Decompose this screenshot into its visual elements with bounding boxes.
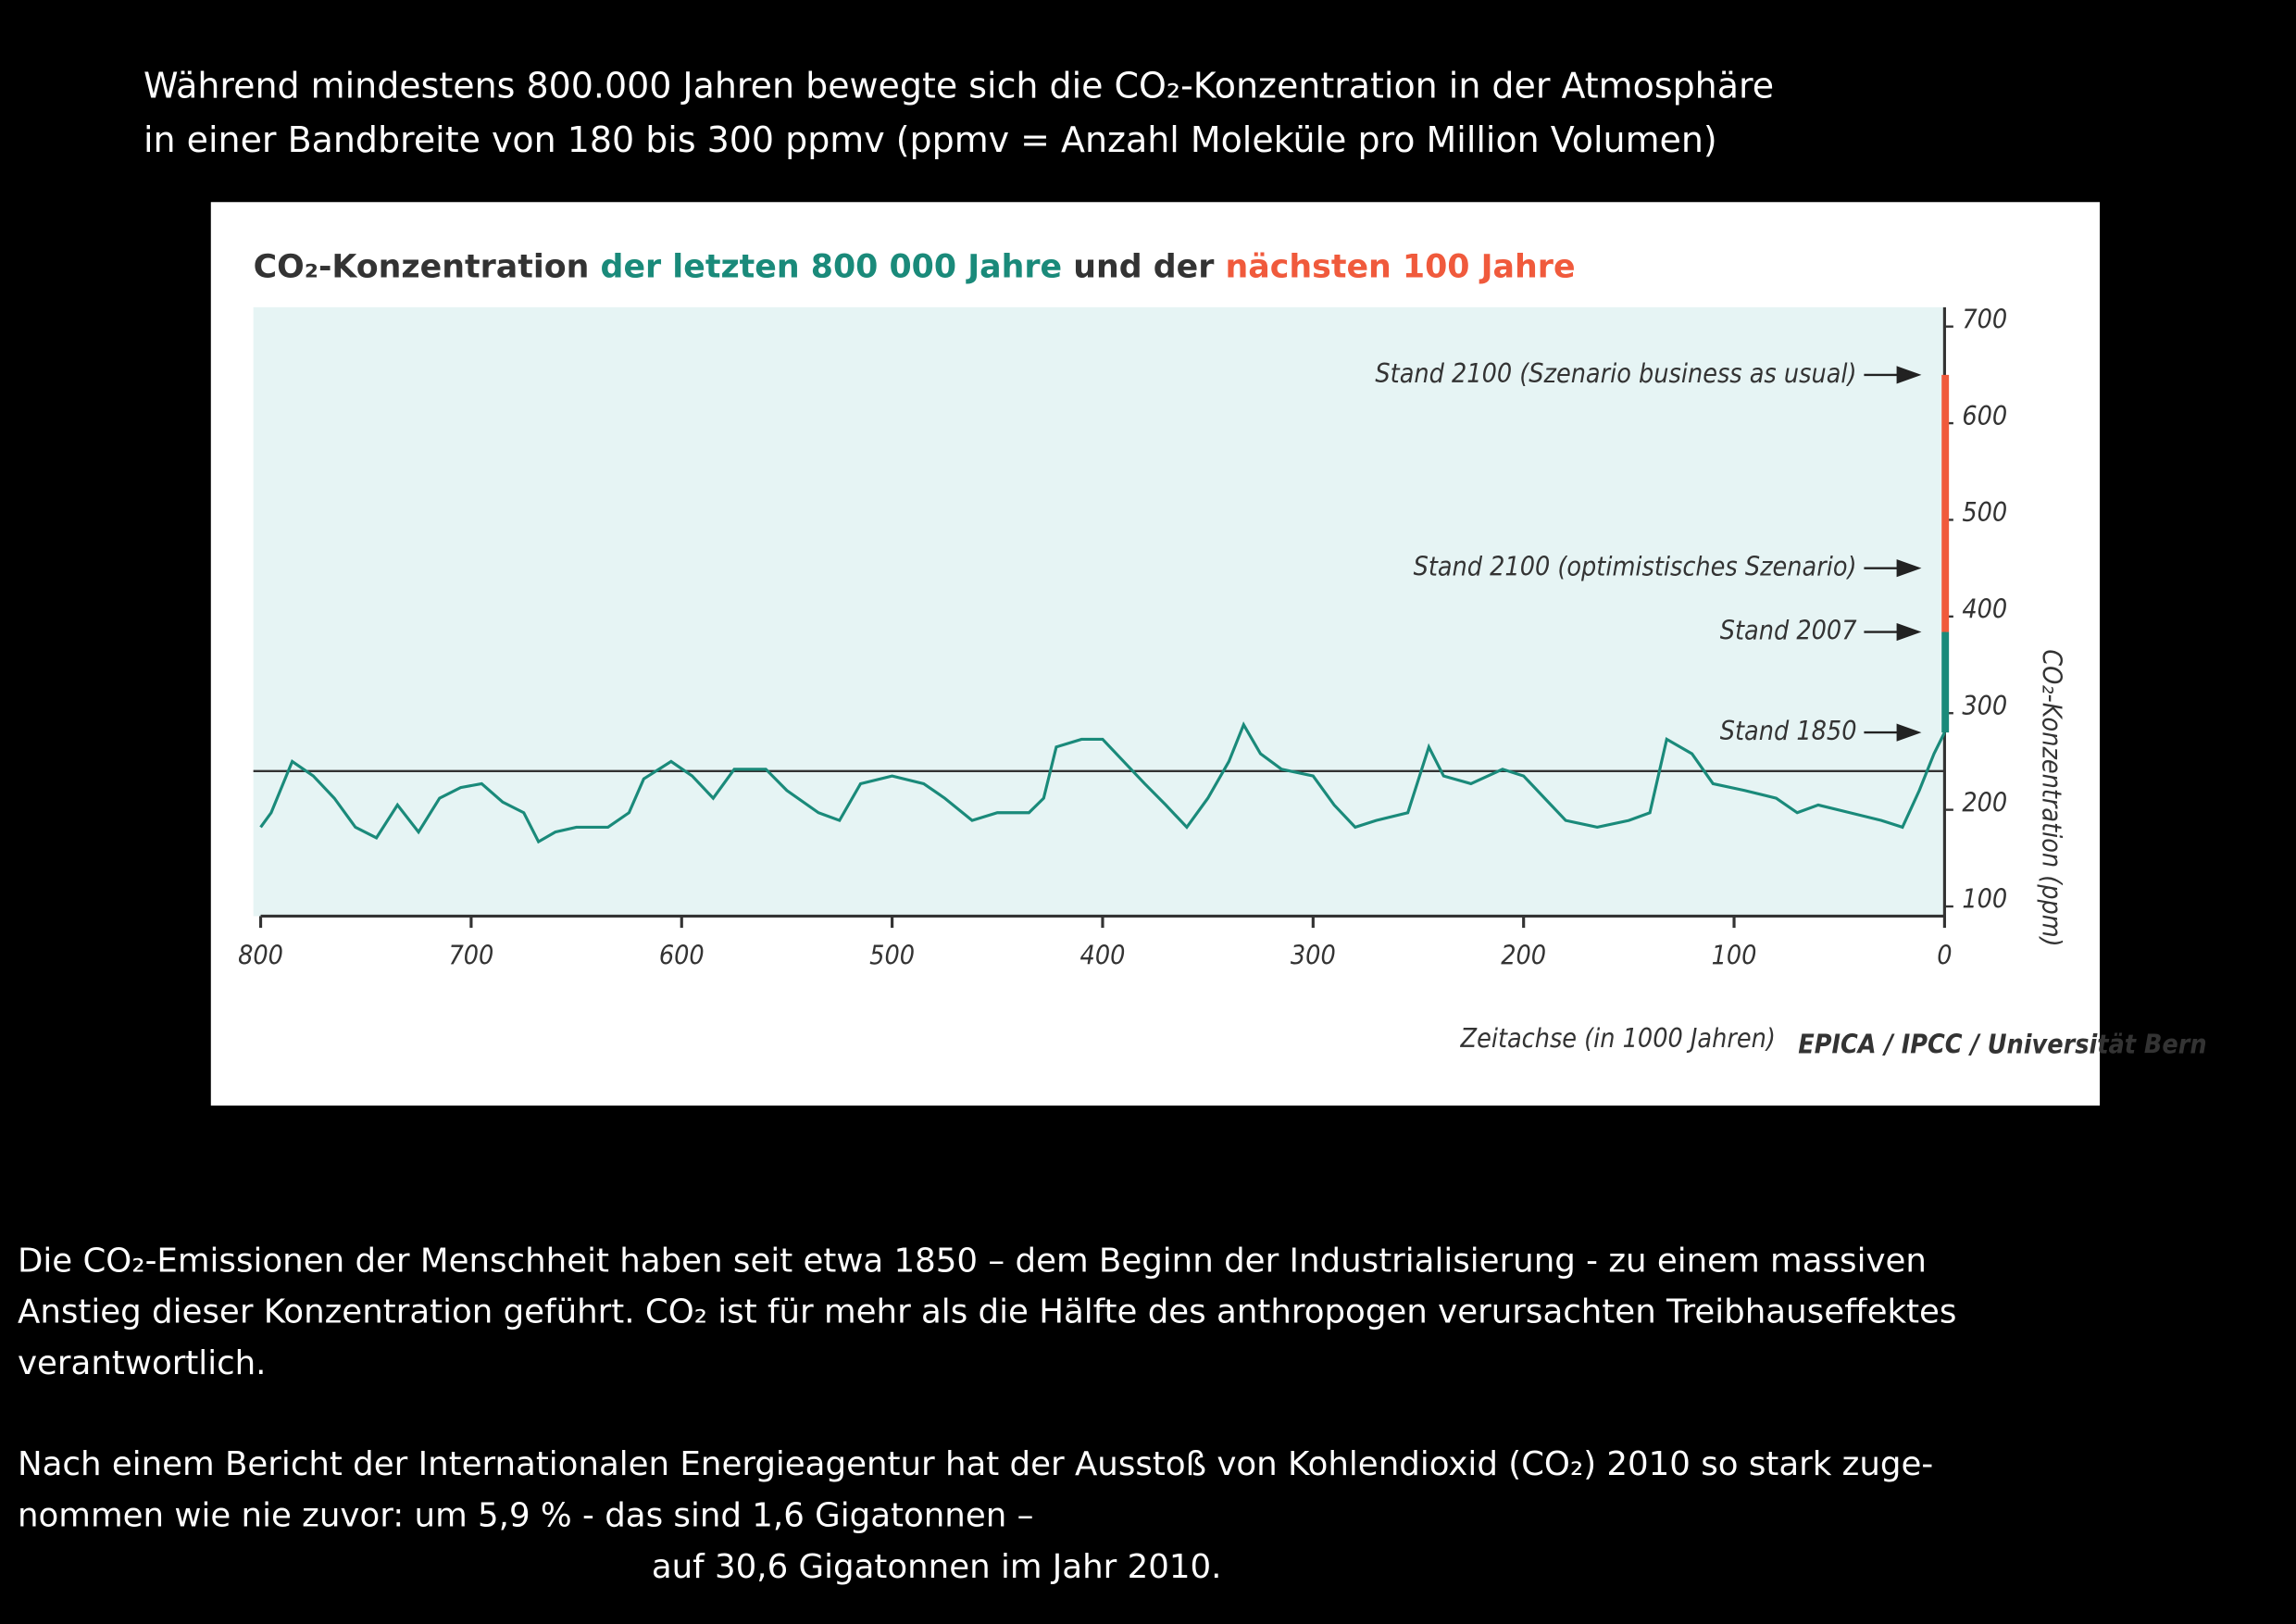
body-line: Die CO₂-Emissionen der Menschheit haben … bbox=[18, 1242, 1927, 1280]
y-tick-label: 200 bbox=[1962, 787, 2007, 818]
scenario-bar bbox=[1941, 631, 1950, 733]
title-part: und der bbox=[1062, 248, 1225, 285]
annotation-label: Stand 1850 bbox=[1720, 716, 1857, 746]
title-part: CO₂-Konzentration bbox=[254, 248, 601, 285]
x-tick-label: 200 bbox=[1501, 941, 1546, 971]
x-tick-label: 300 bbox=[1291, 941, 1336, 971]
annotation-arrow bbox=[1864, 622, 1922, 642]
body-line: Anstieg dieser Konzentration geführt. CO… bbox=[18, 1293, 1956, 1331]
x-axis-label: Zeitachse (in 1000 Jahren) bbox=[1460, 1023, 1776, 1054]
y-tick-label: 400 bbox=[1962, 594, 2007, 625]
x-tick-label: 700 bbox=[448, 941, 493, 971]
y-axis-label: CO₂-Konzentration (ppm) bbox=[2036, 649, 2066, 946]
title-part: der letzten 800 000 Jahre bbox=[601, 248, 1063, 285]
annotation-arrow bbox=[1864, 559, 1922, 578]
x-tick-label: 800 bbox=[238, 941, 283, 971]
annotation-arrow bbox=[1864, 723, 1922, 742]
x-tick-label: 100 bbox=[1712, 941, 1757, 971]
source: EPICA / IPCC / Universität Bern bbox=[1798, 1029, 2206, 1059]
y-tick-label: 700 bbox=[1962, 304, 2007, 334]
y-tick-label: 600 bbox=[1962, 401, 2007, 431]
scenario-bar bbox=[1941, 374, 1950, 632]
co2-line bbox=[259, 721, 1946, 844]
annotation-arrow bbox=[1864, 366, 1922, 384]
y-tick-label: 300 bbox=[1962, 691, 2007, 721]
chart-title: CO₂-Konzentration der letzten 800 000 Ja… bbox=[254, 248, 1576, 285]
body-line: auf 30,6 Gigatonnen im Jahr 2010. bbox=[652, 1548, 1222, 1586]
header-line: Während mindestens 800.000 Jahren bewegt… bbox=[144, 65, 1774, 106]
body-line: nommen wie nie zuvor: um 5,9 % - das sin… bbox=[18, 1497, 1033, 1535]
plot-background bbox=[253, 306, 1945, 917]
y-tick-label: 500 bbox=[1962, 497, 2007, 528]
body-line: Nach einem Bericht der Internationalen E… bbox=[18, 1445, 1933, 1483]
x-tick-label: 400 bbox=[1080, 941, 1126, 971]
header-line: in einer Bandbreite von 180 bis 300 ppmv… bbox=[144, 119, 1717, 160]
annotation-label: Stand 2007 bbox=[1720, 616, 1857, 646]
x-tick-label: 500 bbox=[869, 941, 915, 971]
x-tick-label: 0 bbox=[1937, 941, 1952, 971]
body-line: verantwortlich. bbox=[18, 1344, 267, 1382]
annotation-label: Stand 2100 (optimistisches Szenario) bbox=[1414, 552, 1857, 582]
y-tick-label: 100 bbox=[1962, 884, 2007, 915]
annotation-label: Stand 2100 (Szenario business as usual) bbox=[1375, 358, 1856, 389]
x-tick-label: 600 bbox=[659, 941, 705, 971]
title-part: nächsten 100 Jahre bbox=[1226, 248, 1576, 285]
